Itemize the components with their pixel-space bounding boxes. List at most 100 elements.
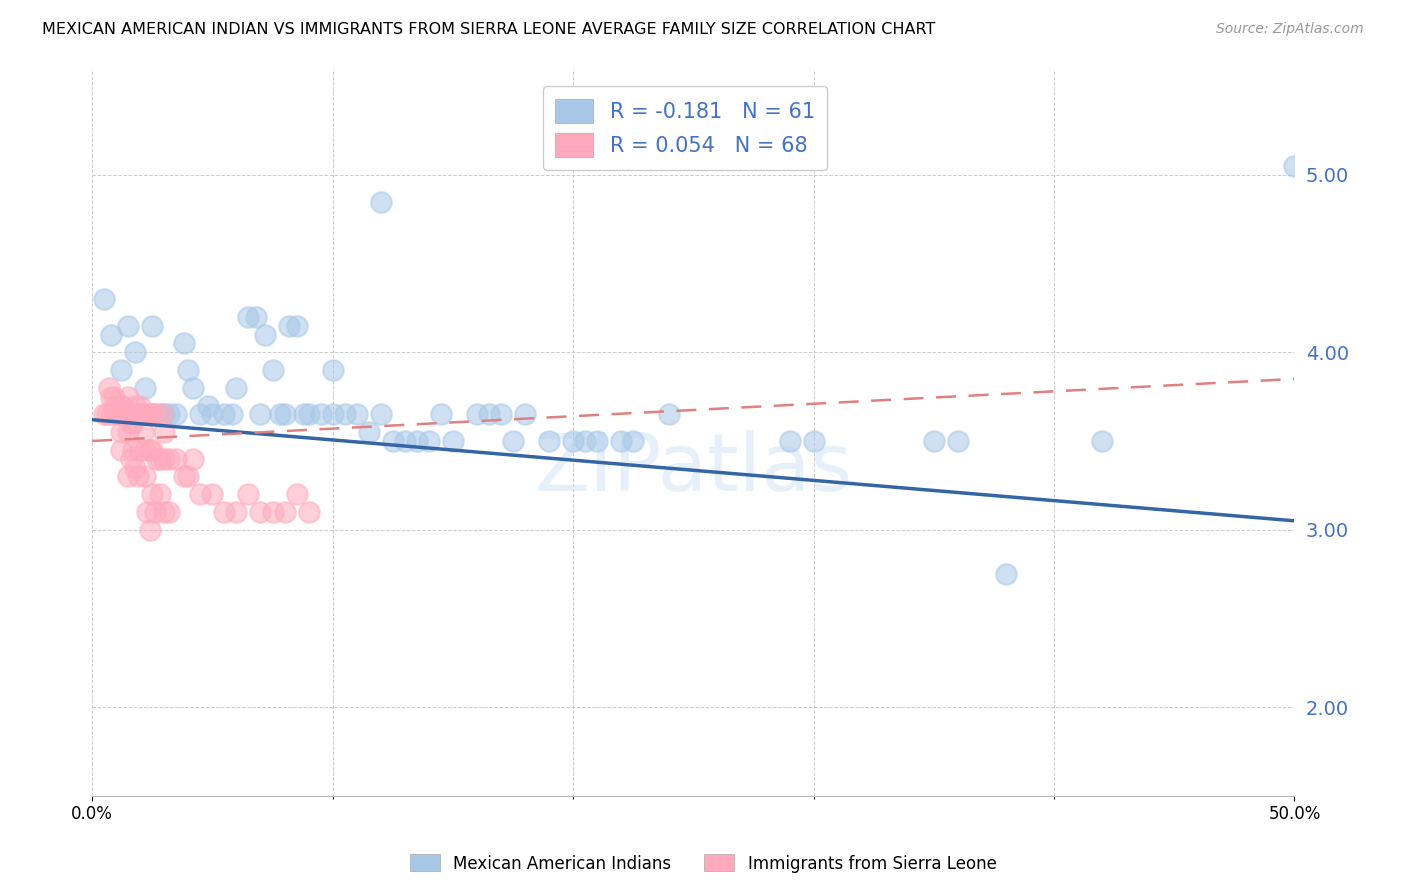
Point — [134, 469, 156, 483]
Point — [122, 442, 145, 457]
Point — [134, 381, 156, 395]
Point — [262, 363, 284, 377]
Point — [148, 408, 170, 422]
Point — [110, 399, 132, 413]
Point — [994, 567, 1017, 582]
Point — [238, 487, 260, 501]
Point — [262, 505, 284, 519]
Point — [98, 381, 121, 395]
Point — [100, 408, 122, 422]
Point — [112, 408, 135, 422]
Point — [322, 408, 344, 422]
Text: Source: ZipAtlas.com: Source: ZipAtlas.com — [1216, 22, 1364, 37]
Point — [779, 434, 801, 448]
Point — [110, 363, 132, 377]
Point — [441, 434, 464, 448]
Point — [201, 408, 224, 422]
Point — [117, 318, 139, 333]
Point — [465, 408, 488, 422]
Point — [131, 425, 153, 439]
Point — [249, 408, 271, 422]
Point — [322, 363, 344, 377]
Point — [405, 434, 427, 448]
Point — [370, 408, 392, 422]
Point — [157, 451, 180, 466]
Point — [100, 390, 122, 404]
Point — [297, 408, 319, 422]
Point — [285, 318, 308, 333]
Point — [658, 408, 681, 422]
Point — [105, 408, 128, 422]
Point — [157, 408, 180, 422]
Text: MEXICAN AMERICAN INDIAN VS IMMIGRANTS FROM SIERRA LEONE AVERAGE FAMILY SIZE CORR: MEXICAN AMERICAN INDIAN VS IMMIGRANTS FR… — [42, 22, 935, 37]
Point — [129, 408, 152, 422]
Point — [297, 505, 319, 519]
Point — [134, 408, 156, 422]
Point — [153, 425, 176, 439]
Point — [173, 336, 195, 351]
Point — [225, 505, 247, 519]
Point — [148, 487, 170, 501]
Point — [122, 417, 145, 431]
Legend: Mexican American Indians, Immigrants from Sierra Leone: Mexican American Indians, Immigrants fro… — [404, 847, 1002, 880]
Point — [124, 408, 146, 422]
Point — [190, 408, 212, 422]
Point — [173, 469, 195, 483]
Point — [478, 408, 501, 422]
Point — [273, 408, 295, 422]
Point — [165, 451, 187, 466]
Point — [346, 408, 368, 422]
Point — [134, 442, 156, 457]
Point — [141, 487, 163, 501]
Point — [249, 505, 271, 519]
Point — [141, 318, 163, 333]
Point — [418, 434, 440, 448]
Point — [309, 408, 332, 422]
Point — [513, 408, 536, 422]
Point — [538, 434, 561, 448]
Point — [574, 434, 596, 448]
Point — [127, 469, 149, 483]
Point — [278, 318, 301, 333]
Point — [181, 381, 204, 395]
Point — [190, 487, 212, 501]
Point — [922, 434, 945, 448]
Point — [285, 487, 308, 501]
Point — [100, 327, 122, 342]
Point — [333, 408, 356, 422]
Point — [177, 469, 200, 483]
Point — [254, 327, 277, 342]
Point — [148, 451, 170, 466]
Point — [225, 381, 247, 395]
Point — [292, 408, 315, 422]
Point — [117, 469, 139, 483]
Point — [610, 434, 633, 448]
Point — [946, 434, 969, 448]
Point — [93, 292, 115, 306]
Point — [214, 505, 236, 519]
Point — [181, 451, 204, 466]
Point — [141, 442, 163, 457]
Point — [197, 399, 219, 413]
Point — [124, 345, 146, 359]
Point — [136, 408, 159, 422]
Point — [120, 417, 142, 431]
Point — [150, 408, 173, 422]
Point — [394, 434, 416, 448]
Point — [139, 523, 162, 537]
Point — [214, 408, 236, 422]
Point — [136, 505, 159, 519]
Point — [430, 408, 453, 422]
Point — [141, 408, 163, 422]
Point — [107, 408, 129, 422]
Point — [105, 399, 128, 413]
Point — [370, 194, 392, 209]
Point — [157, 505, 180, 519]
Point — [221, 408, 243, 422]
Point — [1284, 159, 1306, 173]
Point — [122, 408, 145, 422]
Point — [120, 408, 142, 422]
Legend: R = -0.181   N = 61, R = 0.054   N = 68: R = -0.181 N = 61, R = 0.054 N = 68 — [543, 87, 827, 169]
Point — [96, 408, 118, 422]
Point — [586, 434, 609, 448]
